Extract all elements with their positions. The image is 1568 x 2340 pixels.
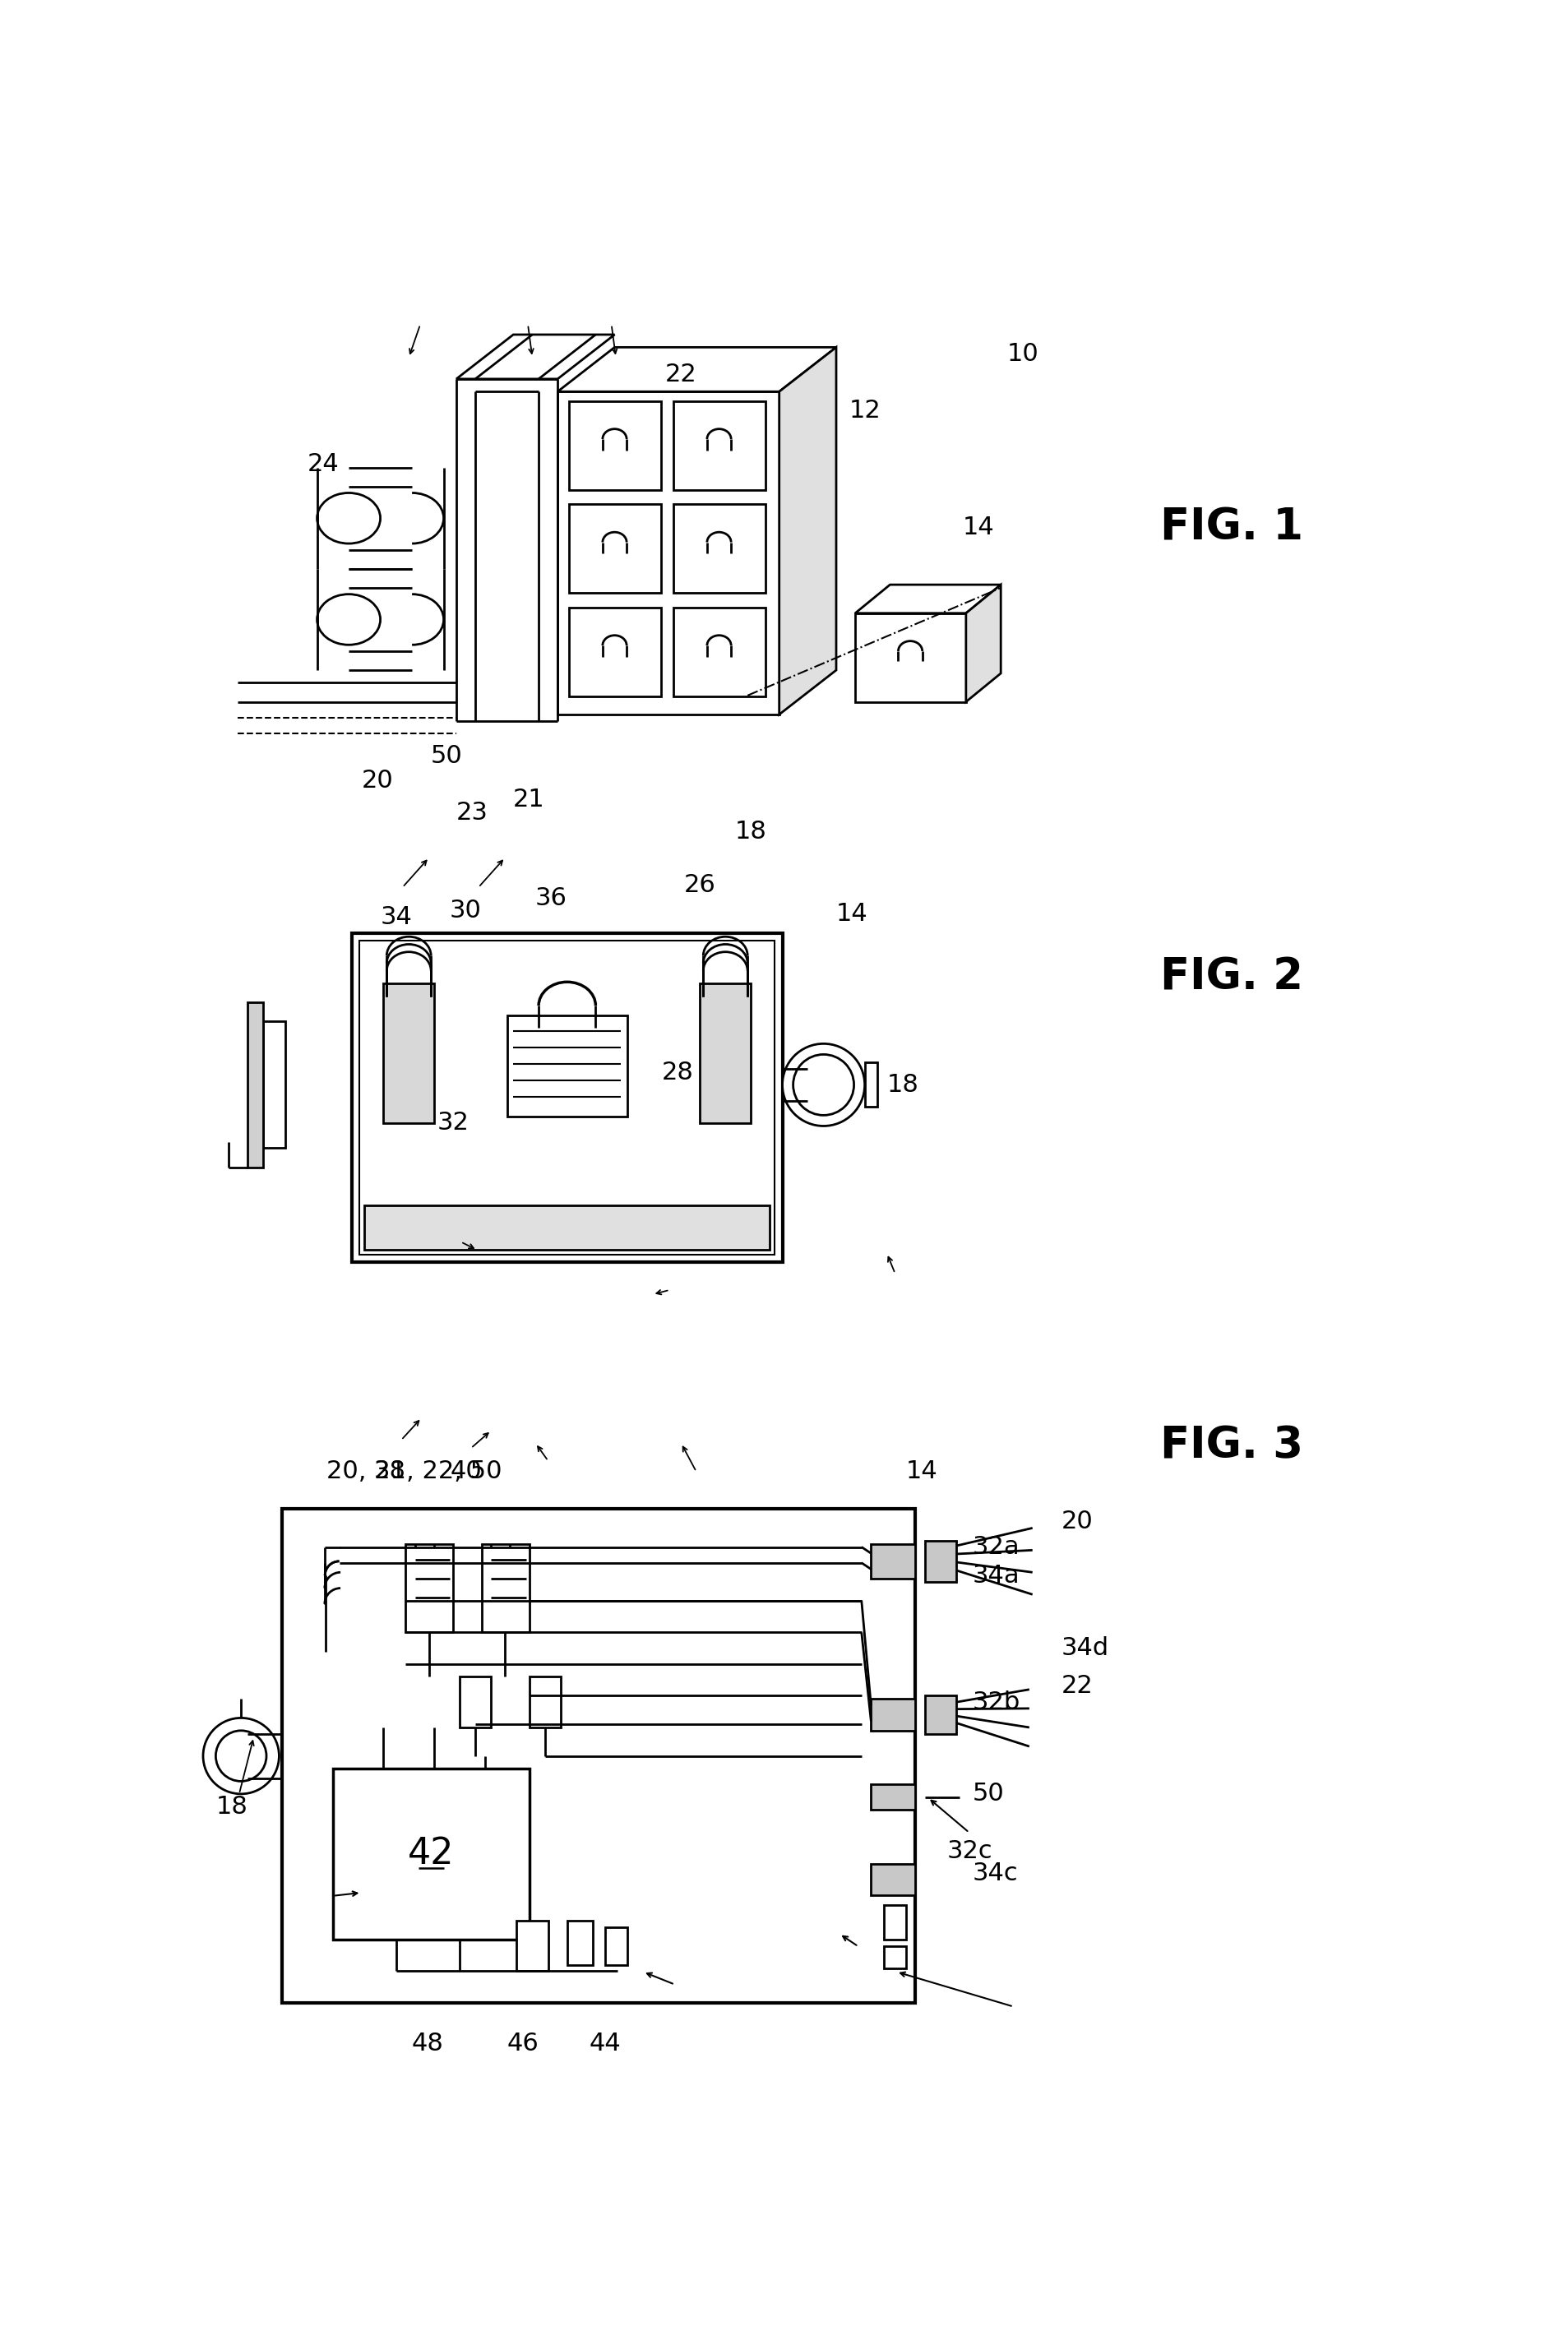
Polygon shape [456,335,615,379]
Bar [872,1699,916,1732]
Text: 28: 28 [662,1060,695,1083]
Text: 12: 12 [848,398,881,424]
Bar [925,1696,956,1734]
Text: 10: 10 [1007,342,1040,365]
Text: FIG. 3: FIG. 3 [1160,1425,1303,1467]
Bar [605,1926,627,1966]
Text: FIG. 1: FIG. 1 [1160,505,1303,550]
Text: 32b: 32b [972,1689,1021,1713]
Bar [516,1921,549,1970]
Bar [872,1785,916,1809]
Text: 34: 34 [379,906,412,929]
Text: 14: 14 [906,1460,938,1484]
Circle shape [204,1718,279,1795]
Bar [674,505,765,592]
Bar [884,1905,906,1940]
Bar [506,1016,627,1116]
Bar [481,1544,528,1633]
Bar [384,983,434,1123]
Text: 38: 38 [373,1460,406,1484]
Text: 20: 20 [361,770,394,793]
Bar [332,1769,528,1940]
Bar [558,391,779,714]
Text: 34d: 34d [1062,1636,1109,1659]
Bar [569,608,660,695]
Text: FIG. 2: FIG. 2 [1160,955,1303,999]
Text: 44: 44 [590,2031,621,2057]
Text: 32c: 32c [947,1839,993,1863]
Circle shape [216,1732,267,1781]
Text: 14: 14 [963,515,994,541]
Bar [248,1002,263,1168]
Text: 14: 14 [836,901,869,927]
Text: 30: 30 [450,899,481,922]
Bar [864,1062,878,1107]
Text: 50: 50 [431,744,463,768]
Text: 23: 23 [456,800,488,824]
Bar [925,1540,956,1582]
Text: 18: 18 [886,1074,919,1097]
Text: 18: 18 [735,819,767,842]
Circle shape [782,1044,864,1126]
Bar [699,983,751,1123]
Circle shape [793,1055,855,1116]
Bar [569,505,660,592]
Text: 34a: 34a [972,1563,1019,1587]
Text: 21: 21 [513,789,546,812]
Text: 26: 26 [684,873,717,896]
Text: 20, 21, 22, 50: 20, 21, 22, 50 [326,1460,502,1484]
Text: 32: 32 [437,1112,469,1135]
Bar [364,1205,770,1250]
Text: 34c: 34c [972,1860,1018,1886]
Text: 18: 18 [215,1795,248,1818]
Bar [872,1544,916,1580]
Text: 22: 22 [665,363,698,386]
Text: 24: 24 [307,452,339,477]
Text: 50: 50 [972,1783,1004,1806]
Text: 48: 48 [412,2031,444,2057]
Bar [528,1678,561,1727]
Bar [351,934,782,1261]
Polygon shape [558,346,836,391]
Bar [872,1863,916,1895]
Text: 36: 36 [535,887,568,910]
Text: 46: 46 [506,2031,539,2057]
Text: 32a: 32a [972,1535,1019,1558]
Bar [884,1947,906,1968]
Bar [263,1023,285,1149]
Bar [282,1509,916,2003]
Bar [406,1544,453,1633]
Bar [674,400,765,489]
Bar [855,613,966,702]
Polygon shape [779,346,836,714]
Polygon shape [966,585,1000,702]
Text: 42: 42 [408,1837,455,1872]
Bar [359,941,775,1254]
Bar [569,400,660,489]
Text: 20: 20 [1062,1509,1093,1533]
Text: 40: 40 [450,1460,481,1484]
Bar [568,1921,593,1966]
Polygon shape [855,585,1000,613]
Text: 22: 22 [1062,1675,1093,1699]
Bar [674,608,765,695]
Bar [459,1678,491,1727]
